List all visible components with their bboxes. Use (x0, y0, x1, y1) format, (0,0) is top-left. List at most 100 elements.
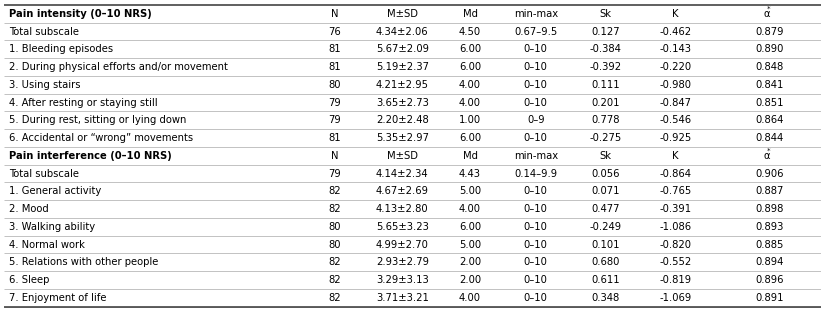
Text: 0.680: 0.680 (591, 257, 620, 267)
Text: 4.13±2.80: 4.13±2.80 (376, 204, 429, 214)
Text: 0.071: 0.071 (591, 186, 620, 196)
Text: 4. Normal work: 4. Normal work (9, 240, 85, 250)
Text: -0.391: -0.391 (659, 204, 691, 214)
Text: 80: 80 (328, 80, 341, 90)
Text: 0.851: 0.851 (755, 98, 784, 108)
Text: 0–10: 0–10 (524, 80, 548, 90)
Text: 82: 82 (328, 257, 341, 267)
Text: -0.384: -0.384 (589, 44, 621, 54)
Text: 0–10: 0–10 (524, 186, 548, 196)
Text: K: K (672, 151, 678, 161)
Text: 76: 76 (328, 27, 341, 37)
Text: *: * (767, 6, 771, 12)
Text: 2.93±2.79: 2.93±2.79 (376, 257, 429, 267)
Text: 5. Relations with other people: 5. Relations with other people (9, 257, 158, 267)
Text: 0.848: 0.848 (755, 62, 784, 72)
Text: 5.67±2.09: 5.67±2.09 (376, 44, 429, 54)
Text: -1.069: -1.069 (659, 293, 691, 303)
Text: α: α (764, 9, 769, 19)
Text: 0–10: 0–10 (524, 222, 548, 232)
Text: Pain intensity (0–10 NRS): Pain intensity (0–10 NRS) (9, 9, 152, 19)
Text: 3. Walking ability: 3. Walking ability (9, 222, 95, 232)
Text: -0.462: -0.462 (659, 27, 691, 37)
Text: 0.844: 0.844 (755, 133, 784, 143)
Text: 4. After resting or staying still: 4. After resting or staying still (9, 98, 158, 108)
Text: 6.00: 6.00 (459, 222, 481, 232)
Text: 2.00: 2.00 (459, 275, 481, 285)
Text: N: N (331, 9, 338, 19)
Text: 4.50: 4.50 (459, 27, 481, 37)
Text: 0.477: 0.477 (591, 204, 620, 214)
Text: 4.99±2.70: 4.99±2.70 (376, 240, 429, 250)
Text: *: * (767, 148, 771, 154)
Text: 79: 79 (328, 168, 341, 178)
Text: -0.980: -0.980 (659, 80, 691, 90)
Text: 82: 82 (328, 275, 341, 285)
Text: -0.249: -0.249 (589, 222, 621, 232)
Text: 0.14–9.9: 0.14–9.9 (514, 168, 557, 178)
Text: 5.00: 5.00 (459, 186, 481, 196)
Text: 2.20±2.48: 2.20±2.48 (376, 115, 429, 125)
Text: 4.00: 4.00 (459, 293, 481, 303)
Text: -0.546: -0.546 (659, 115, 691, 125)
Text: 0.611: 0.611 (591, 275, 620, 285)
Text: 0–10: 0–10 (524, 204, 548, 214)
Text: 0.67–9.5: 0.67–9.5 (514, 27, 557, 37)
Text: 6.00: 6.00 (459, 133, 481, 143)
Text: 0.896: 0.896 (755, 275, 784, 285)
Text: 5.00: 5.00 (459, 240, 481, 250)
Text: 6.00: 6.00 (459, 62, 481, 72)
Text: 81: 81 (328, 133, 341, 143)
Text: 0.101: 0.101 (591, 240, 620, 250)
Text: -0.864: -0.864 (659, 168, 691, 178)
Text: 1. General activity: 1. General activity (9, 186, 101, 196)
Text: 4.43: 4.43 (459, 168, 481, 178)
Text: 2. Mood: 2. Mood (9, 204, 48, 214)
Text: 4.34±2.06: 4.34±2.06 (376, 27, 429, 37)
Text: 79: 79 (328, 115, 341, 125)
Text: 4.67±2.69: 4.67±2.69 (376, 186, 429, 196)
Text: 81: 81 (328, 44, 341, 54)
Text: 0.127: 0.127 (591, 27, 620, 37)
Text: 4.00: 4.00 (459, 98, 481, 108)
Text: 0–10: 0–10 (524, 257, 548, 267)
Text: 0–9: 0–9 (527, 115, 544, 125)
Text: 0.887: 0.887 (755, 186, 784, 196)
Text: 0.201: 0.201 (591, 98, 620, 108)
Text: 0.885: 0.885 (755, 240, 784, 250)
Text: 0–10: 0–10 (524, 133, 548, 143)
Text: -0.819: -0.819 (659, 275, 691, 285)
Text: -0.143: -0.143 (659, 44, 691, 54)
Text: -1.086: -1.086 (659, 222, 691, 232)
Text: min-max: min-max (514, 9, 557, 19)
Text: -0.392: -0.392 (589, 62, 621, 72)
Text: 0.056: 0.056 (591, 168, 620, 178)
Text: -0.925: -0.925 (659, 133, 691, 143)
Text: 0.841: 0.841 (755, 80, 784, 90)
Text: 5.19±2.37: 5.19±2.37 (376, 62, 429, 72)
Text: 0.778: 0.778 (591, 115, 620, 125)
Text: 0.111: 0.111 (591, 80, 620, 90)
Text: Total subscale: Total subscale (9, 27, 79, 37)
Text: 5.65±3.23: 5.65±3.23 (376, 222, 429, 232)
Text: 82: 82 (328, 204, 341, 214)
Text: Md: Md (462, 9, 478, 19)
Text: 4.00: 4.00 (459, 80, 481, 90)
Text: 3.29±3.13: 3.29±3.13 (376, 275, 429, 285)
Text: K: K (672, 9, 678, 19)
Text: 0–10: 0–10 (524, 275, 548, 285)
Text: -0.220: -0.220 (659, 62, 691, 72)
Text: Sk: Sk (599, 9, 612, 19)
Text: 0.890: 0.890 (755, 44, 784, 54)
Text: 0.864: 0.864 (755, 115, 784, 125)
Text: 82: 82 (328, 293, 341, 303)
Text: 5.35±2.97: 5.35±2.97 (376, 133, 429, 143)
Text: -0.552: -0.552 (659, 257, 691, 267)
Text: 2. During physical efforts and/or movement: 2. During physical efforts and/or moveme… (9, 62, 228, 72)
Text: N: N (331, 151, 338, 161)
Text: 5. During rest, sitting or lying down: 5. During rest, sitting or lying down (9, 115, 186, 125)
Text: 0.891: 0.891 (755, 293, 784, 303)
Text: 0.898: 0.898 (755, 204, 784, 214)
Text: 0.893: 0.893 (755, 222, 784, 232)
Text: M±SD: M±SD (387, 9, 418, 19)
